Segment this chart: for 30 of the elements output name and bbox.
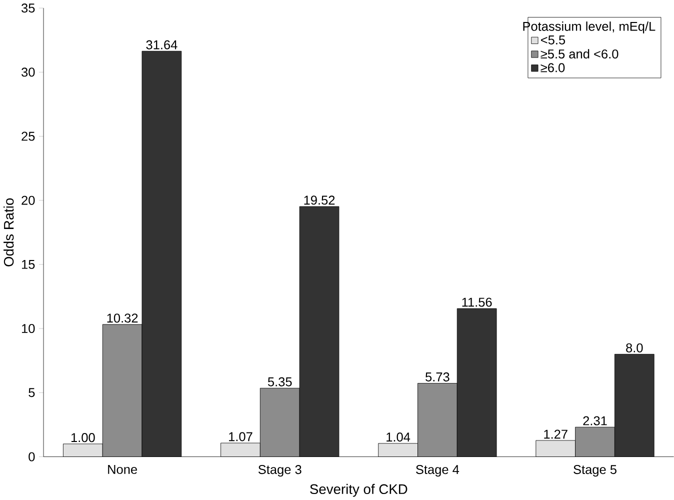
x-tick-label: Stage 3 (258, 464, 302, 476)
data-label: 1.00 (71, 432, 95, 442)
y-tick-label: 35 (22, 3, 35, 12)
data-label: 5.35 (268, 377, 292, 386)
y-tick-label: 30 (22, 67, 35, 77)
data-label: 11.56 (462, 298, 492, 307)
data-label: 1.27 (544, 430, 568, 438)
y-tick-label: 15 (22, 260, 35, 269)
y-tick-label: 0 (28, 452, 35, 462)
legend-title: Potassium level, mEq/L (523, 21, 656, 34)
x-tick-label: None (108, 464, 137, 474)
y-tick-label: 5 (28, 388, 35, 397)
y-tick-label: 20 (22, 196, 35, 205)
x-axis-title: Severity of CKD (310, 484, 408, 497)
data-label: 19.52 (304, 195, 335, 205)
legend-label: ≥6.0 (540, 63, 565, 72)
y-axis-title: Odds Ratio (4, 198, 14, 266)
legend-label: ≥5.5 and <6.0 (540, 48, 618, 58)
data-label: 8.0 (626, 343, 643, 352)
x-tick-label: Stage 4 (416, 464, 460, 476)
data-label: 2.31 (583, 416, 607, 426)
data-label: 1.07 (229, 432, 252, 442)
legend-label: <5.5 (541, 35, 566, 44)
data-label: 10.32 (107, 313, 138, 322)
y-tick-label: 10 (22, 324, 35, 333)
data-label: 5.73 (426, 372, 450, 382)
x-tick-label: Stage 5 (574, 464, 616, 476)
data-label: 1.04 (386, 432, 410, 442)
data-label: 31.64 (146, 40, 178, 50)
y-tick-label: 25 (22, 132, 35, 141)
